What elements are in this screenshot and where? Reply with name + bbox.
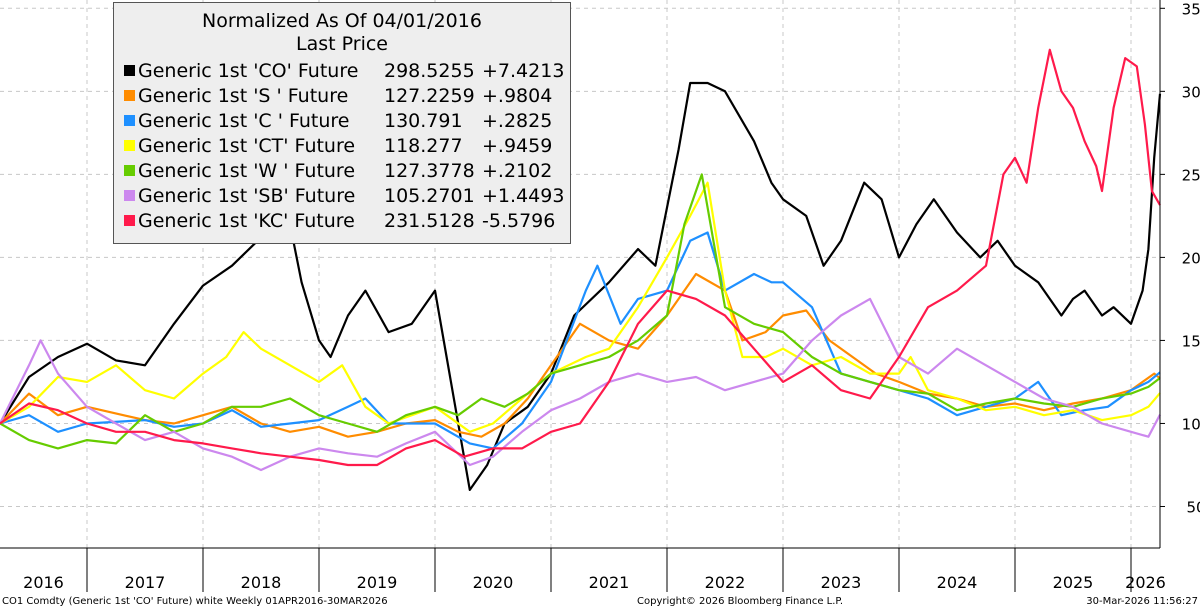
series-line-1 bbox=[0, 272, 1161, 438]
y-tick-label-200: 200 bbox=[1182, 249, 1200, 267]
legend-last-price: 127.3778 bbox=[384, 160, 475, 182]
x-year-label-2016: 2016 bbox=[23, 573, 64, 592]
legend-change: +7.4213 bbox=[482, 60, 565, 82]
series-line-2 bbox=[0, 231, 1161, 450]
x-year-label-2021: 2021 bbox=[589, 573, 630, 592]
x-year-label-2025: 2025 bbox=[1053, 573, 1094, 592]
legend-item: Generic 1st 'CT' Future 118.277 +.9459 bbox=[124, 134, 570, 159]
series-line-5 bbox=[0, 297, 1161, 472]
legend-series-name: Generic 1st 'W ' Future bbox=[138, 160, 356, 182]
y-tick-label-100: 100 bbox=[1182, 415, 1200, 433]
x-axis: 2016 2017 2018 2019 2020 2021 2022 2023 2024 2025… bbox=[0, 547, 1166, 592]
legend-last-price: 231.5128 bbox=[384, 210, 475, 232]
legend-item: Generic 1st 'SB' Future 105.2701 +1.4493 bbox=[124, 184, 570, 209]
y-tick-label-150: 150 bbox=[1182, 332, 1200, 350]
legend-change: +.9459 bbox=[482, 135, 553, 157]
legend-swatch bbox=[124, 215, 135, 226]
legend-last-price: 105.2701 bbox=[384, 185, 475, 207]
footer-copyright: Copyright© 2026 Bloomberg Finance L.P. bbox=[637, 596, 844, 607]
legend-change: +.9804 bbox=[482, 85, 553, 107]
legend-last-price: 118.277 bbox=[384, 135, 463, 157]
legend-series-name: Generic 1st 'S ' Future bbox=[138, 85, 349, 107]
y-tick-label-350: 350 bbox=[1182, 0, 1200, 18]
legend-title: Normalized As Of 04/01/2016 bbox=[202, 10, 482, 32]
legend-swatch bbox=[124, 65, 135, 76]
legend-series-name: Generic 1st 'CO' Future bbox=[138, 60, 359, 82]
series-line-6 bbox=[0, 48, 1161, 467]
legend-change: +.2825 bbox=[482, 110, 553, 132]
legend: Normalized As Of 04/01/2016 Last Price G… bbox=[113, 2, 571, 244]
series-group bbox=[0, 48, 1162, 491]
legend-series-name: Generic 1st 'KC' Future bbox=[138, 210, 355, 232]
footer-timestamp: 30-Mar-2026 11:56:27 bbox=[1086, 596, 1198, 607]
legend-swatch bbox=[124, 140, 135, 151]
x-year-label-2017: 2017 bbox=[125, 573, 166, 592]
legend-item: Generic 1st 'C ' Future 130.791 +.2825 bbox=[124, 109, 570, 134]
x-year-label-2019: 2019 bbox=[357, 573, 398, 592]
legend-change: -5.5796 bbox=[482, 210, 556, 232]
legend-change: +1.4493 bbox=[482, 185, 565, 207]
legend-item: Generic 1st 'CO' Future 298.5255 +7.4213 bbox=[124, 59, 570, 84]
footer-source: CO1 Comdty (Generic 1st 'CO' Future) whi… bbox=[2, 596, 388, 607]
y-axis: 50 100 150 200 250 300 350 bbox=[1159, 0, 1200, 548]
legend-series-name: Generic 1st 'SB' Future bbox=[138, 185, 356, 207]
legend-swatch bbox=[124, 165, 135, 176]
legend-change: +.2102 bbox=[482, 160, 553, 182]
legend-series-name: Generic 1st 'C ' Future bbox=[138, 110, 350, 132]
legend-last-price: 127.2259 bbox=[384, 85, 475, 107]
x-year-label-2024: 2024 bbox=[937, 573, 978, 592]
legend-swatch bbox=[124, 190, 135, 201]
series-line-4 bbox=[0, 173, 1161, 450]
legend-item: Generic 1st 'S ' Future 127.2259 +.9804 bbox=[124, 84, 570, 109]
gridlines bbox=[0, 0, 1160, 548]
x-year-label-2020: 2020 bbox=[473, 573, 514, 592]
x-year-label-2022: 2022 bbox=[705, 573, 746, 592]
legend-swatch bbox=[124, 90, 135, 101]
legend-item: Generic 1st 'W ' Future 127.3778 +.2102 bbox=[124, 159, 570, 184]
x-year-label-2026: 2026 bbox=[1125, 573, 1166, 592]
x-year-label-2018: 2018 bbox=[241, 573, 282, 592]
y-tick-label-300: 300 bbox=[1182, 83, 1200, 101]
series-line-3 bbox=[0, 181, 1161, 433]
y-tick-label-50: 50 bbox=[1186, 498, 1200, 516]
legend-last-price: 130.791 bbox=[384, 110, 463, 132]
legend-item: Generic 1st 'KC' Future 231.5128 -5.5796 bbox=[124, 209, 570, 234]
legend-subtitle: Last Price bbox=[296, 33, 388, 55]
legend-series-name: Generic 1st 'CT' Future bbox=[138, 135, 356, 157]
y-tick-label-250: 250 bbox=[1182, 166, 1200, 184]
legend-last-price: 298.5255 bbox=[384, 60, 475, 82]
legend-swatch bbox=[124, 115, 135, 126]
x-year-label-2023: 2023 bbox=[821, 573, 862, 592]
legend-rows: Generic 1st 'CO' Future 298.5255 +7.4213 Ge… bbox=[114, 59, 570, 234]
